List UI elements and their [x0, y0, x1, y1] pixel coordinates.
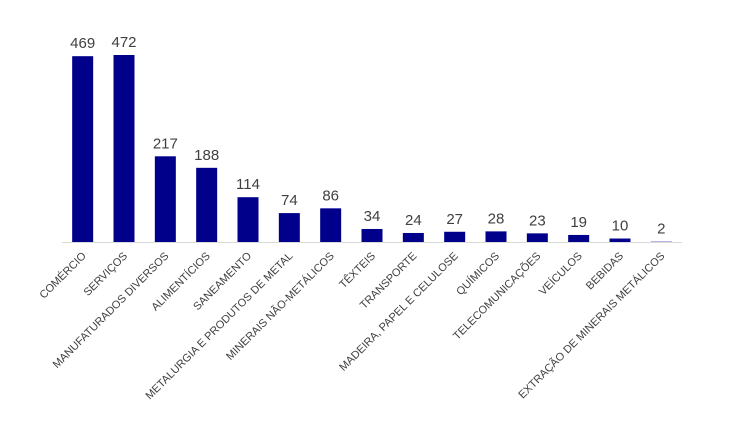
bar [237, 197, 259, 243]
bar [361, 228, 383, 243]
bar-value-label: 10 [612, 218, 629, 235]
bar [609, 238, 631, 243]
bar [196, 167, 218, 243]
bar [72, 56, 94, 243]
bar-value-label: 472 [111, 34, 136, 51]
bar [154, 156, 176, 243]
bar-value-label: 28 [488, 210, 505, 227]
bar-value-label: 23 [529, 212, 546, 229]
bar-value-label: 188 [194, 147, 219, 164]
bar-value-label: 114 [236, 176, 260, 193]
bar [568, 234, 590, 243]
bar-value-label: 19 [570, 214, 587, 231]
bar [278, 213, 300, 243]
bar-value-label: 34 [364, 208, 381, 225]
category-tick-label: EXTRAÇÃO DE MINERAIS METÁLICOS [516, 249, 668, 401]
bar [402, 232, 424, 243]
bar-value-label: 469 [70, 35, 95, 52]
bar-value-label: 27 [446, 211, 463, 228]
value-labels-layer: 469 472 217 188 114 74 86 34 24 27 28 23 19 10 2 [70, 34, 665, 238]
category-tick-label: COMÉRCIO [37, 249, 89, 301]
bars-layer [72, 55, 672, 243]
bar [444, 231, 466, 243]
bar-value-label: 2 [657, 221, 665, 238]
category-tick-label: VEÍCULOS [536, 249, 585, 298]
bar-value-label: 74 [281, 192, 298, 209]
bar [320, 208, 342, 243]
bar [526, 233, 548, 243]
bar-value-label: 24 [405, 212, 422, 229]
bar [113, 55, 135, 243]
bar-value-label: 217 [153, 135, 178, 152]
category-tick-label: TÊXTEIS [337, 249, 379, 291]
bar [485, 231, 507, 243]
bar-value-label: 86 [322, 187, 339, 204]
category-tick-label: METALURGIA E PRODUTOS DE METAL [143, 250, 295, 402]
category-tick-label: BEBIDAS [584, 250, 626, 292]
